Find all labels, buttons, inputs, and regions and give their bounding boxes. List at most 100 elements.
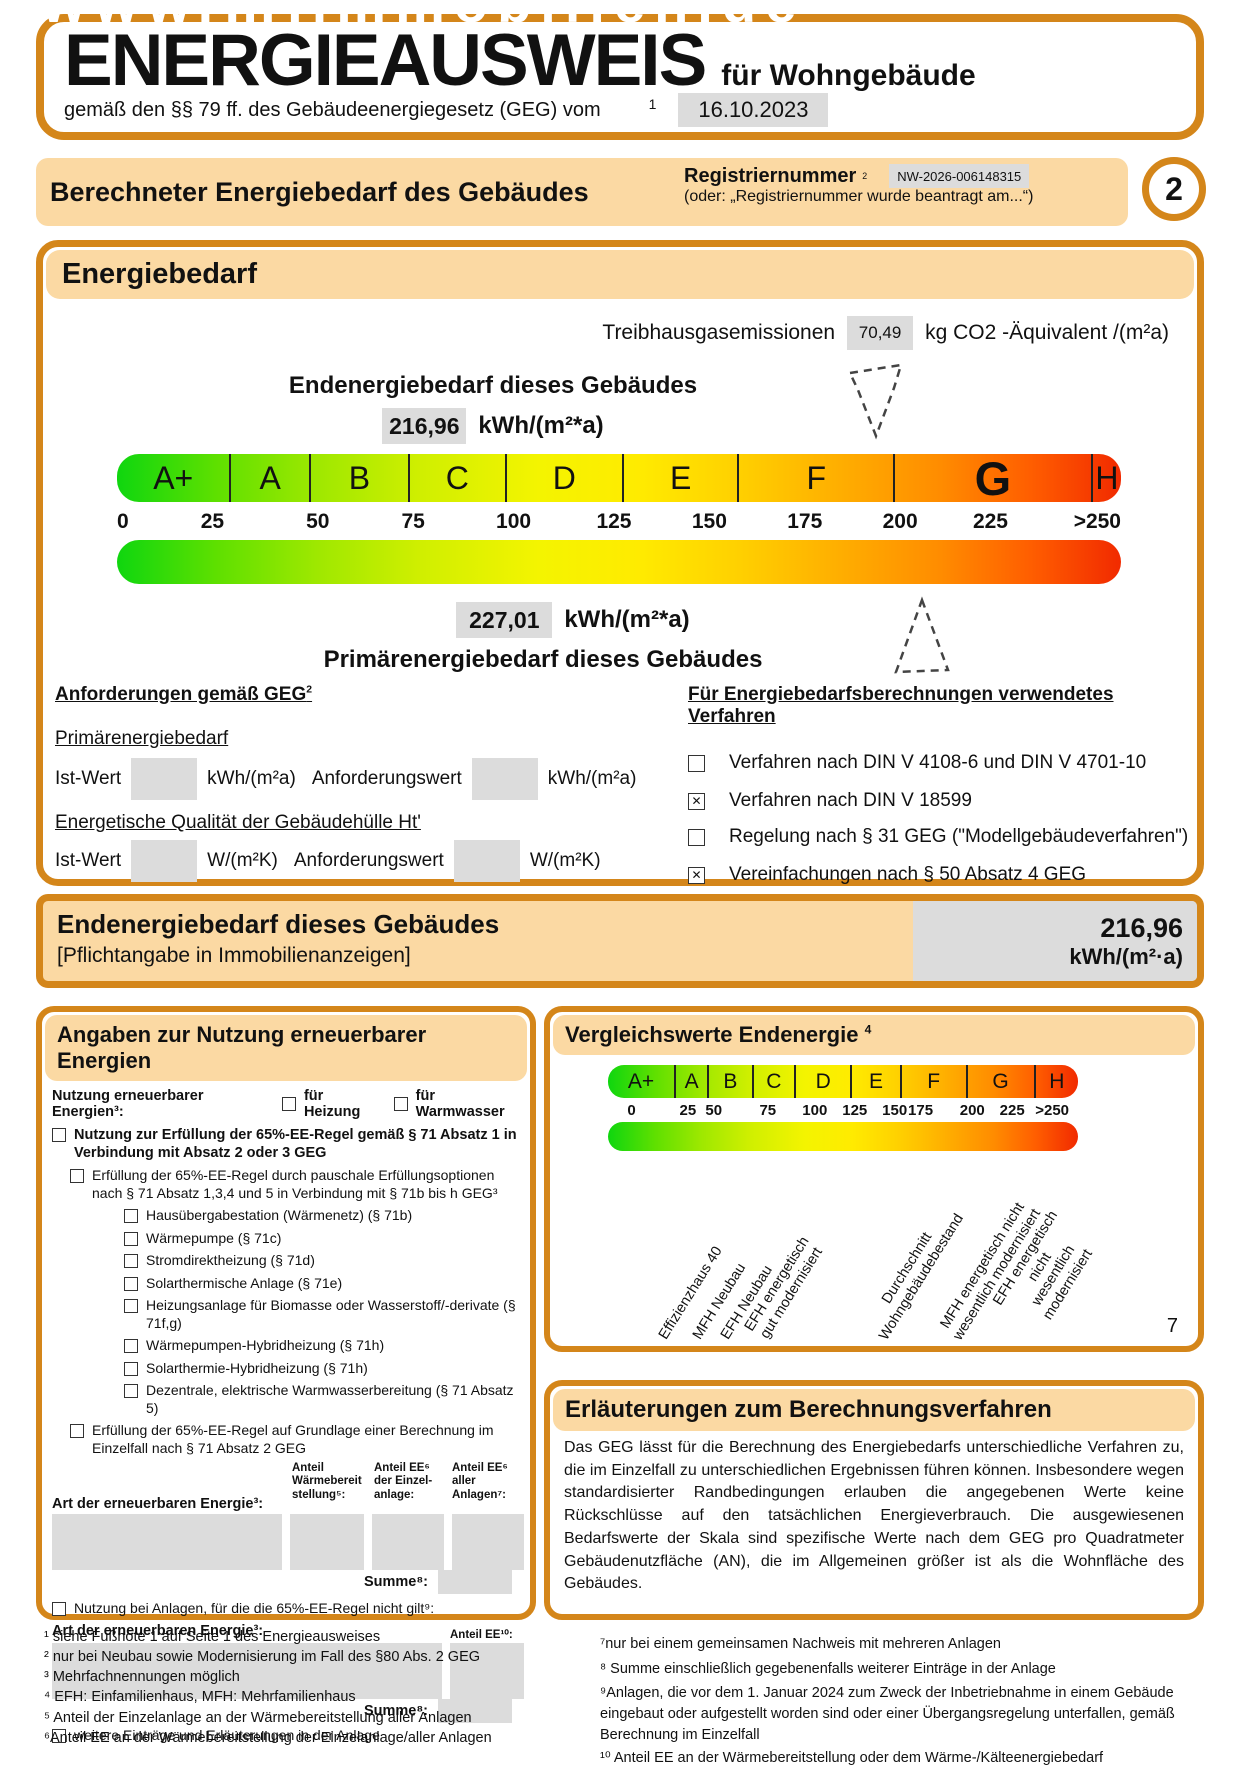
method-p31geg-checkbox[interactable] xyxy=(688,828,705,846)
renewables-title: Angaben zur Nutzung erneuerbarer Energie… xyxy=(45,1015,527,1081)
primary-req-heading: Primärenergiebedarf xyxy=(55,728,229,749)
end-energy-value-field[interactable]: 216,96 xyxy=(382,408,467,444)
end-energy-band-value: 216,96 xyxy=(1100,912,1183,943)
energy-type-field[interactable] xyxy=(52,1514,282,1571)
table1-col0-header: Art der erneuerbaren Energie³: xyxy=(52,1496,264,1513)
anteil-ee-einzelanlage-field[interactable] xyxy=(372,1514,444,1571)
method-p31geg-label: Regelung nach § 31 GEG ("Modellgebäudeve… xyxy=(729,826,1189,847)
method-din4108-label: Verfahren nach DIN V 4108-6 und DIN V 47… xyxy=(729,752,1147,773)
ist-wert-label: Ist-Wert xyxy=(55,768,122,789)
heating-checkbox[interactable] xyxy=(281,1097,296,1111)
methods-title: Für Energiebedarfsberechnungen verwendet… xyxy=(688,684,1114,727)
rule65-checkbox[interactable] xyxy=(52,1128,66,1142)
issue-date-field[interactable]: 16.10.2023 xyxy=(678,93,829,127)
table2-sum-label: Summe⁸: xyxy=(363,1702,428,1719)
ghg-label: Treibhausgasemissionen xyxy=(602,321,836,344)
option-waermepumpe-checkbox[interactable] xyxy=(124,1231,138,1246)
option-label: Solarthermie-Hybridheizung (§ 71h) xyxy=(146,1359,368,1376)
table2-sum-field[interactable] xyxy=(438,1698,512,1723)
pauschal-checkbox[interactable] xyxy=(70,1169,84,1184)
primary-ist-wert-field[interactable] xyxy=(131,758,198,800)
scale-segment-aplus: A+ xyxy=(117,454,232,502)
comparison-scale: A+ A B C D E F G H 0 25 50 75 100 125 15… xyxy=(608,1065,1078,1151)
scale-segment-e: E xyxy=(624,454,740,502)
unit-label: W/(m²K) xyxy=(529,850,601,871)
renewables-table2-row xyxy=(52,1642,524,1699)
warmwater-checkbox[interactable] xyxy=(393,1097,408,1111)
primary-energy-value-field[interactable]: 227,01 xyxy=(456,602,553,638)
method-din4108-checkbox[interactable] xyxy=(688,754,705,772)
option-hausuebergabe-checkbox[interactable] xyxy=(124,1209,138,1224)
einzelfall-label: Erfüllung der 65%-EE-Regel auf Grundlage… xyxy=(92,1422,494,1456)
comparison-title: Vergleichswerte Endenergie xyxy=(565,1022,859,1047)
table2-col0-header: Art der erneuerbaren Energie³: xyxy=(52,1622,264,1639)
unit-label: kWh/(m²a) xyxy=(547,768,637,789)
ghg-value-field[interactable]: 70,49 xyxy=(847,316,914,350)
primary-anforderungswert-field[interactable] xyxy=(471,758,538,800)
option-stromdirekt-checkbox[interactable] xyxy=(124,1254,138,1269)
method-din18599-checkbox[interactable]: ✕ xyxy=(688,792,705,810)
method-p50geg-checkbox[interactable]: ✕ xyxy=(688,866,705,884)
scale-segment-a: A xyxy=(231,454,311,502)
document-title: ENERGIEAUSWEIS xyxy=(64,20,707,101)
table1-sum-field[interactable] xyxy=(438,1570,512,1595)
footnote: ⁷nur bei einem gemeinsamen Nachweis mit … xyxy=(600,1636,1001,1652)
end-energy-band-unit: kWh/(m²·a) xyxy=(1069,943,1183,969)
scale-segment-g-current: G xyxy=(895,454,1093,502)
option-label: Dezentrale, elektrische Warmwasserbereit… xyxy=(146,1382,514,1416)
envelope-ist-wert-field[interactable] xyxy=(131,840,198,882)
anteil-waermebereitstellung-field[interactable] xyxy=(290,1514,364,1571)
option-label: Solarthermische Anlage (§ 71e) xyxy=(146,1274,343,1291)
footnote: ⁸ Summe einschließlich gegebenenfalls we… xyxy=(600,1661,1056,1678)
envelope-anforderungswert-field[interactable] xyxy=(453,840,520,882)
comp-segment-c: C xyxy=(754,1065,796,1098)
end-energy-band-value-panel: 216,96 kWh/(m²·a) xyxy=(913,901,1197,981)
renewables-box: Angaben zur Nutzung erneuerbarer Energie… xyxy=(36,1006,536,1743)
option-st-hybrid-checkbox[interactable] xyxy=(124,1361,138,1376)
option-biomasse-checkbox[interactable] xyxy=(124,1299,138,1314)
footnotes-right: ⁷nur bei einem gemeinsamen Nachweis mit … xyxy=(600,1632,1225,1771)
header-box: ENERGIEAUSWEIS für Wohngebäude gemäß den… xyxy=(36,14,1204,140)
scale-segment-d: D xyxy=(507,454,624,502)
option-solarthermie-checkbox[interactable] xyxy=(124,1276,138,1291)
comp-segment-aplus: A+ xyxy=(608,1065,677,1098)
einzelfall-checkbox[interactable] xyxy=(70,1424,84,1439)
option-dezentral-checkbox[interactable] xyxy=(124,1384,138,1399)
end-energy-band-title: Endenergiebedarf dieses Gebäudes xyxy=(57,909,500,939)
energy-type-field2[interactable] xyxy=(52,1642,442,1699)
option-label: Heizungsanlage für Biomasse oder Wassers… xyxy=(146,1297,516,1331)
table2-col1-header: Anteil EE¹⁰: xyxy=(450,1628,513,1641)
anteil-ee-alle-anlagen-field[interactable] xyxy=(452,1514,524,1571)
table1-col1-header: Anteil Wärmebereit stellung⁵: xyxy=(292,1462,362,1501)
method-p50geg-label: Vereinfachungen nach § 50 Absatz 4 GEG xyxy=(729,864,1087,885)
section-title: Berechneter Energiebedarf des Gebäudes xyxy=(50,176,589,207)
energy-scale: A+ A B C D E F G H 0 25 50 75 100 125 15… xyxy=(117,454,1121,584)
unit-label: W/(m²K) xyxy=(207,850,278,871)
comparison-corner-number: 7 xyxy=(1166,1315,1178,1337)
weitere-label: weitere Einträge und Erläuterungen in de… xyxy=(74,1726,380,1743)
explanation-title: Erläuterungen zum Berechnungsverfahren xyxy=(553,1389,1195,1431)
method-din18599-label: Verfahren nach DIN V 18599 xyxy=(729,790,972,811)
table1-col3-header: Anteil EE⁶ aller Anlagen⁷: xyxy=(452,1462,508,1501)
end-energy-band-subtitle: [Pflichtangabe in Immobilienanzeigen] xyxy=(57,944,411,967)
footnote: ⁹Anlagen, die vor dem 1. Januar 2024 zum… xyxy=(600,1684,1175,1743)
rule65-label: Nutzung zur Erfüllung der 65%-EE-Regel g… xyxy=(74,1127,517,1162)
registration-number-field[interactable]: NW-2026-006148315 xyxy=(889,164,1030,188)
scale-segment-b: B xyxy=(311,454,411,502)
comp-segment-g: G xyxy=(968,1065,1036,1098)
primary-energy-unit: kWh/(m²*a) xyxy=(564,606,690,633)
footnote: ¹ siehe Fußnote 1 auf Seite 1 des Energi… xyxy=(44,1629,381,1645)
end-energy-band: Endenergiebedarf dieses Gebäudes [Pflich… xyxy=(36,894,1204,988)
option-wp-hybrid-checkbox[interactable] xyxy=(124,1339,138,1354)
comparison-box: Vergleichswerte Endenergie 4 A+ A B C D … xyxy=(544,1006,1204,1352)
section-band: Berechneter Energiebedarf des Gebäudes R… xyxy=(36,158,1128,226)
renewables-table1-header: Art der erneuerbaren Energie³: Anteil Wä… xyxy=(52,1462,520,1514)
energy-scale-letters: A+ A B C D E F G H xyxy=(117,454,1121,502)
option-label: Wärmepumpe (§ 71c) xyxy=(146,1229,282,1246)
envelope-quality-heading: Energetische Qualität der Gebäudehülle H… xyxy=(55,812,421,833)
comp-segment-f: F xyxy=(902,1065,968,1098)
anteil-ee-field[interactable] xyxy=(450,1642,524,1699)
nichtgilt-checkbox[interactable] xyxy=(52,1602,66,1617)
comparison-labels: Effizienzhaus 40 MFH Neubau EFH Neubau E… xyxy=(608,1151,1168,1347)
renewables-table1-row xyxy=(52,1514,524,1571)
